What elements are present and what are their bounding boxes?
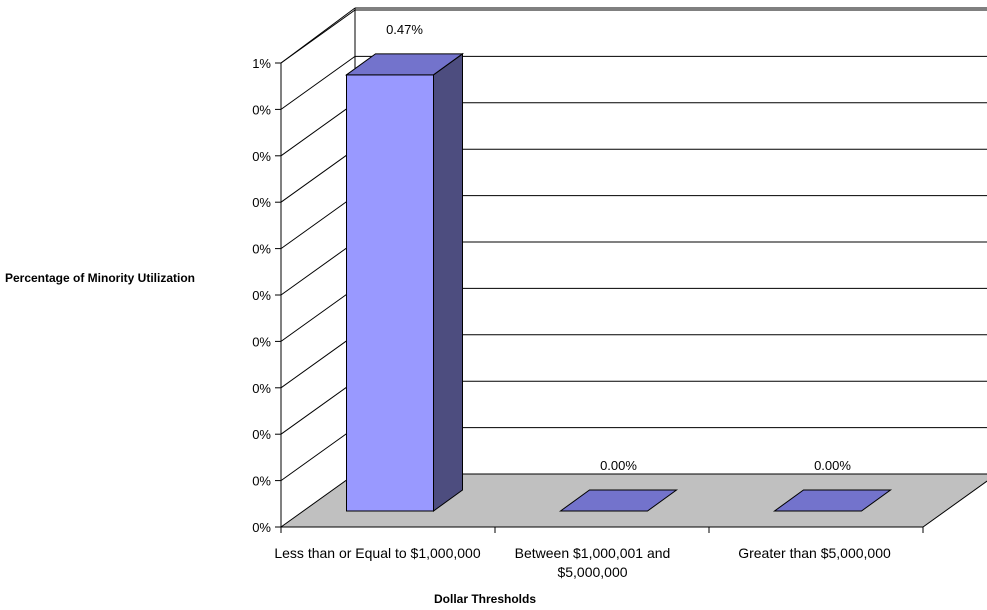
bar-top-face — [558, 489, 679, 512]
side-gridline — [280, 102, 356, 157]
bar-side-face — [433, 52, 463, 512]
side-gridline — [280, 148, 356, 203]
data-label-1: 0.47% — [386, 22, 423, 37]
y-tick-label: 0% — [252, 381, 271, 396]
y-tick-label: 0% — [252, 474, 271, 489]
bar-3 — [772, 489, 893, 512]
side-gridline — [280, 241, 356, 296]
data-label-3: 0.00% — [814, 458, 851, 473]
y-tick-label: 0% — [252, 242, 271, 257]
y-axis-ticks: 0% 0% 0% 0% 0% 0% 0% 0% 0% 0% 1% — [252, 56, 924, 535]
side-gridline — [280, 287, 356, 342]
bars — [344, 52, 893, 512]
category-label-1: Less than or Equal to $1,000,000 — [274, 545, 481, 561]
bar-top-face — [344, 53, 465, 76]
bar-1 — [344, 52, 465, 512]
y-tick-label: 0% — [252, 195, 271, 210]
side-gridline — [280, 380, 356, 435]
side-gridline — [280, 55, 356, 110]
category-label-3: Greater than $5,000,000 — [738, 545, 891, 561]
category-label-2: Between $1,000,001 and $5,000,000 — [514, 545, 671, 580]
side-gridline — [280, 427, 356, 482]
bar-top-face — [772, 489, 893, 512]
y-tick-label: 0% — [252, 520, 271, 535]
x-axis-title: Dollar Thresholds — [433, 592, 537, 606]
side-gridline — [280, 334, 356, 389]
y-tick-label: 0% — [252, 334, 271, 349]
y-tick-label: 0% — [252, 102, 271, 117]
data-label-2: 0.00% — [600, 458, 637, 473]
y-tick-label: 1% — [252, 56, 271, 71]
side-gridline — [280, 195, 356, 250]
y-axis-title: Percentage of Minority Utilization — [4, 271, 196, 285]
data-labels: 0.47% 0.00% 0.00% — [386, 22, 851, 473]
bar-front-face — [346, 74, 434, 512]
bar-2 — [558, 489, 679, 512]
y-tick-label: 0% — [252, 149, 271, 164]
y-tick-label: 0% — [252, 288, 271, 303]
side-gridline — [280, 9, 356, 64]
y-tick-label: 0% — [252, 427, 271, 442]
